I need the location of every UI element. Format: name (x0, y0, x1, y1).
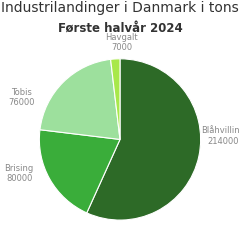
Wedge shape (39, 130, 120, 213)
Wedge shape (40, 59, 120, 139)
Text: Tobis
76000: Tobis 76000 (8, 88, 35, 107)
Text: Første halvår 2024: Første halvår 2024 (58, 21, 182, 34)
Text: Havgalt
7000: Havgalt 7000 (105, 33, 138, 52)
Wedge shape (111, 59, 120, 139)
Text: Blåhvilling
214000: Blåhvilling 214000 (201, 125, 240, 146)
Text: Industrilandinger i Danmark i tons: Industrilandinger i Danmark i tons (1, 1, 239, 15)
Wedge shape (87, 59, 201, 220)
Text: Brising
80000: Brising 80000 (5, 164, 34, 183)
